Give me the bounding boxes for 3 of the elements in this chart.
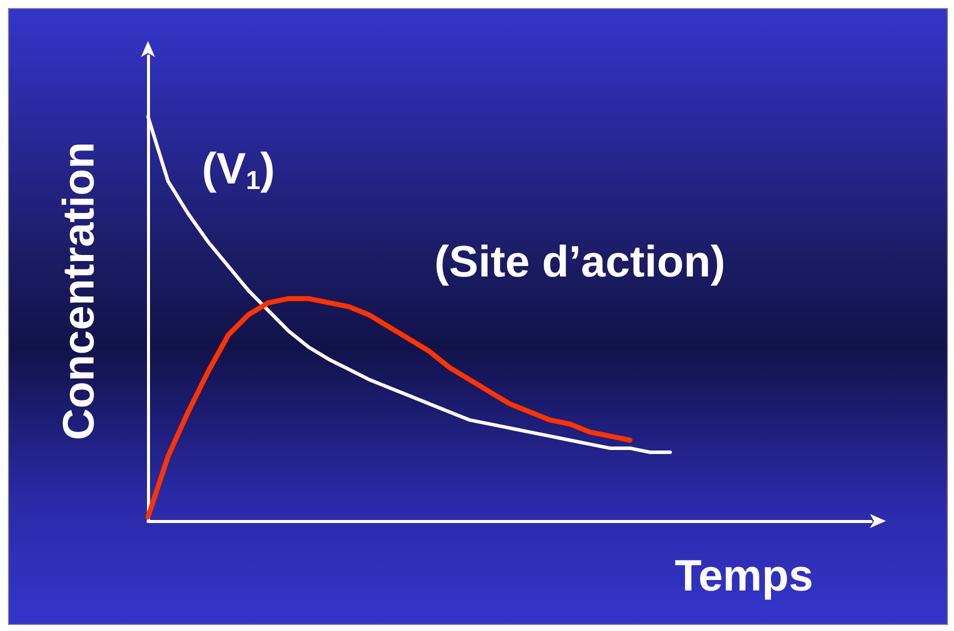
series-label: (Site d’action) — [434, 238, 726, 287]
y-axis-title: Concentration — [54, 142, 104, 440]
x-axis-title: Temps — [674, 552, 814, 600]
